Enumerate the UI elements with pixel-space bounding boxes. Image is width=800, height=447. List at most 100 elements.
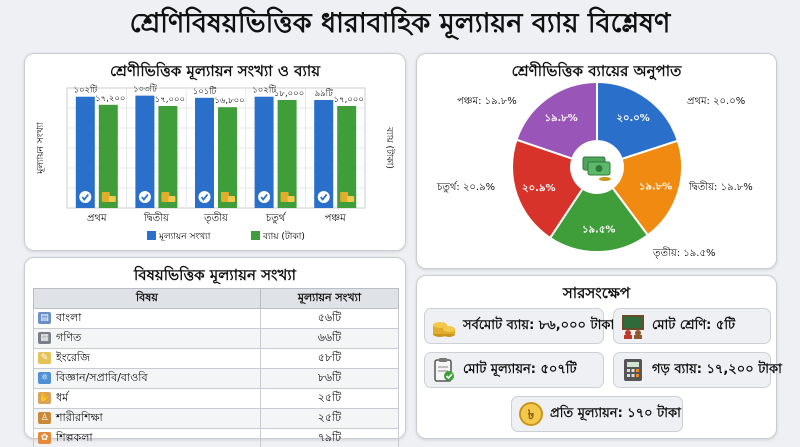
total-cost-box: সর্বমোট ব্যায়: ৮৬,০০০ টাকা (424, 308, 614, 344)
subject-column-header: বিষয় (33, 288, 261, 309)
bar-assessments (254, 96, 274, 208)
slice-outer-label: প্রথম: ২০.০% (687, 96, 745, 107)
table-row: ▦ গণিত ৬৬টি (33, 328, 400, 349)
pie-chart-title: শ্রেণীভিত্তিক ব্যায়ের অনুপাত (511, 62, 682, 80)
total-assessments-text: মোট মূল্যায়ন: ৫০৭টি (463, 361, 577, 377)
bar-assessments (75, 96, 95, 208)
bar-label-cost: ১৭,২০০ (95, 94, 125, 104)
bar-assessments (195, 97, 214, 208)
pie-chart: ২০.০% প্রথম: ২০.০% ১৯.৮% দ্বিতীয়: ১৯.৮% ১৯.… (436, 80, 753, 259)
table-row: ✿ শিল্পকলা ৭৯টি (33, 428, 400, 447)
subject-cell: ♙ শারীরশিক্ষা (33, 408, 261, 429)
check-icon (258, 191, 271, 203)
table-row: ♙ শারীরশিক্ষা ২৫টি (33, 408, 400, 429)
bar-cost (158, 106, 178, 208)
count-cell: ৬৬টি (259, 328, 400, 349)
bar-assessments (314, 100, 334, 208)
clipboard-check-icon (434, 358, 454, 382)
table-row: ⚛ বিজ্ঞান/সপ্রাবি/বাওবি ৮৬টি (33, 368, 400, 389)
bar-label-cost: ১৬,৮০০ (214, 96, 244, 106)
count-cell: ৭৯টি (259, 428, 400, 447)
total-assessments-box: মোট মূল্যায়ন: ৫০৭টি (424, 352, 604, 388)
subject-cell: ✋ ধর্ম (33, 388, 261, 409)
legend-swatch (147, 231, 156, 240)
pie-slice (611, 139, 683, 237)
page-title: শ্রেণিবিষয়ভিত্তিক ধারাবাহিক মূল্যায়ন ব… (129, 8, 671, 39)
svg-text:৳: ৳ (528, 408, 535, 423)
subject-table: বিষয় মূল্যায়ন সংখ্যা ▤ বাংলা ৫৬টি ▦ গণিত ৬৬… (33, 288, 400, 447)
total-classes-box: মোট শ্রেণি: ৫টি (613, 308, 771, 344)
per-assessment-box: ৳ প্রতি মূল্যায়ন: ১৭০ টাকা (511, 396, 683, 432)
bar-label-assessments: ১০২টি (73, 84, 98, 96)
check-icon (317, 191, 330, 203)
legend-label: মূল্যায়ন সংখ্যা (158, 232, 211, 242)
count-column-header: মূল্যায়ন সংখ্যা (259, 288, 400, 309)
subject-cell: ⚛ বিজ্ঞান/সপ্রাবি/বাওবি (33, 368, 261, 389)
bar-label-cost: ১৭,০০০ (155, 95, 185, 105)
count-cell: ৮৬টি (259, 368, 400, 389)
coins-icon (101, 192, 116, 202)
subject-name: ধর্ম (56, 391, 69, 404)
book-icon: ▤ (38, 312, 51, 324)
coins-icon (280, 192, 295, 202)
subject-cell: ▤ বাংলা (33, 308, 261, 329)
legend-swatch (251, 231, 260, 240)
x-tick-label: দ্বিতীয় (143, 211, 170, 224)
subject-cell: ✿ শিল্পকলা (33, 428, 261, 447)
slice-outer-label: তৃতীয়: ১৯.৫% (652, 246, 715, 259)
bar-label-cost: ১৮,০০০ (274, 89, 304, 99)
count-cell: ৫৬টি (259, 308, 400, 329)
slice-inner-label: ১৯.৮% (639, 182, 672, 193)
coins-icon (433, 322, 455, 337)
bar-chart-title: শ্রেণীভিত্তিক মূল্যায়ন সংখ্যা ও ব্যায় (109, 62, 321, 80)
bar-cost (277, 100, 297, 208)
classroom-icon (622, 315, 644, 339)
pie-chart-card: শ্রেণীভিত্তিক ব্যায়ের অনুপাত ২০.০% প্রথম… (416, 53, 777, 269)
subject-table-card: বিষয়ভিত্তিক মূল্যায়ন সংখ্যা বিষয় মূল্… (24, 257, 406, 447)
slice-outer-label: পঞ্চম: ১৯.৮% (457, 96, 517, 107)
legend: মূল্যায়ন সংখ্যা ব্যায় (টাকা) (147, 230, 305, 242)
notepad-icon: ✎ (38, 352, 51, 364)
subject-name: বিজ্ঞান/সপ্রাবি/বাওবি (56, 371, 148, 384)
legend-label: ব্যায় (টাকা) (262, 230, 305, 242)
table-row: ✋ ধর্ম ২৫টি (33, 388, 400, 409)
subject-table-title: বিষয়ভিত্তিক মূল্যায়ন সংখ্যা (133, 266, 297, 284)
slice-inner-label: ১৯.৮% (545, 113, 578, 124)
pie-slice (515, 80, 598, 160)
x-tick-label: তৃতীয় (203, 211, 229, 224)
per-assessment-text: প্রতি মূল্যায়ন: ১৭০ টাকা (550, 405, 681, 421)
table-row: ✎ ইংরেজি ৫৮টি (33, 348, 400, 369)
palette-icon: ✿ (38, 432, 51, 444)
bar-chart: ১০২টি১৭,২০০প্রথম১০৩টি১৭,০০০দ্বিতীয়১০১টি… (36, 83, 396, 242)
subject-name: শিল্পকলা (56, 431, 93, 444)
check-icon (79, 191, 92, 203)
x-tick-label: চতুর্থ (265, 212, 286, 224)
count-cell: ২৫টি (259, 388, 400, 409)
avg-cost-box: গড় ব্যায়: ১৭,২০০ টাকা (613, 352, 782, 388)
money-icon (572, 142, 622, 192)
subject-name: গণিত (56, 331, 82, 344)
slice-inner-label: ১৯.৫% (582, 224, 615, 235)
bar-label-assessments: ১০১টি (193, 85, 218, 97)
coins-icon (340, 192, 355, 202)
praying-hands-icon: ✋ (38, 392, 51, 404)
atom-icon: ⚛ (38, 372, 51, 384)
y-axis-label: মূল্যায়ন সংখ্যা (36, 122, 46, 175)
count-cell: ৫৮টি (259, 348, 400, 369)
pie-slice (511, 138, 585, 240)
check-icon (198, 191, 211, 203)
bar-cost (218, 107, 237, 208)
y2-axis-label: ব্যায় (টাকা) (384, 126, 396, 169)
slice-inner-label: ২০.৯% (522, 183, 555, 194)
pie-slice (596, 80, 680, 161)
calculator-icon: ▦ (38, 332, 51, 344)
x-tick-label: পঞ্চম (325, 213, 347, 224)
bar-label-assessments: ১০৩টি (133, 83, 158, 95)
bar-cost (337, 106, 357, 208)
coins-icon (161, 192, 176, 202)
slice-outer-label: দ্বিতীয়: ১৯.৮% (688, 180, 753, 193)
bar-chart-card: শ্রেণীভিত্তিক মূল্যায়ন সংখ্যা ও ব্যায় … (24, 53, 406, 251)
bar-label-assessments: ৯৯টি (315, 87, 334, 99)
calculator-icon (624, 359, 642, 381)
summary-title: সারসংক্ষেপ (562, 284, 631, 302)
